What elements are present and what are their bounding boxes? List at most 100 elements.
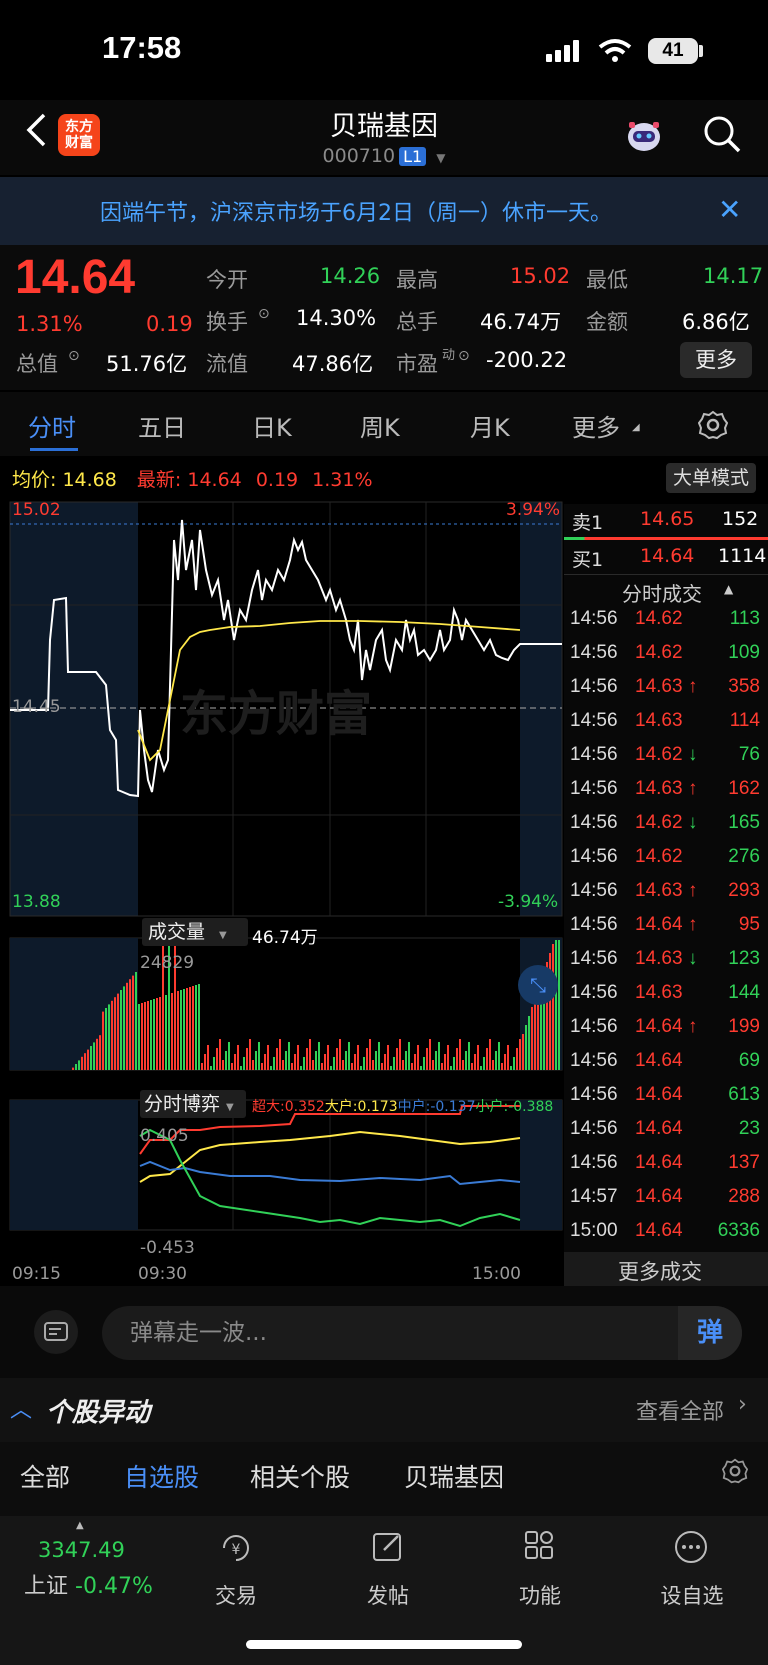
latest-change: 0.19 [255,469,299,491]
trade-row: 14:56 14.63 ↑ 162 [570,774,760,806]
buy1-label: 买1 [572,549,604,571]
danmu-send-button[interactable]: 弹 [678,1306,742,1360]
trade-price: 14.63 [635,676,683,697]
volume-bar [255,1051,257,1070]
more-trades-label: 更多成交 [618,1260,702,1284]
volume-bar [327,1045,329,1070]
trade-time: 14:56 [570,642,618,663]
volume-bar [498,1042,500,1070]
volume-bar [393,1057,395,1070]
tab-monthly-k[interactable]: 月K [470,414,510,442]
tab-daily-k[interactable]: 日K [252,414,292,442]
info-icon[interactable]: ⊙ [68,348,80,364]
info-icon[interactable]: ⊙ [258,306,270,322]
nav-functions[interactable]: 功能 [519,1584,561,1608]
back-icon[interactable] [24,112,48,148]
post-edit-icon[interactable] [370,1528,406,1564]
trade-time: 14:56 [570,1152,618,1173]
tab-weekly-k[interactable]: 周K [360,414,400,442]
nav-post[interactable]: 发帖 [367,1584,409,1608]
x-axis-close: 15:00 [472,1264,521,1284]
filter-related[interactable]: 相关个股 [250,1463,351,1492]
danmu-input[interactable]: 弹幕走一波... [102,1306,742,1360]
game-mid-label: 中户: [397,1099,431,1115]
trade-arrow: ↓ [688,812,698,833]
avg-label: 均价: [12,469,57,491]
index-name: 上证 [24,1574,69,1599]
amount-value: 6.86亿 [682,310,750,334]
tab-five-day[interactable]: 五日 [138,414,186,442]
volume-bar [492,1060,494,1070]
expand-icon[interactable]: ⤡ [518,965,558,1005]
chevron-right-icon[interactable]: › [738,1392,747,1417]
volume-bar [111,1000,113,1070]
volume-bar [345,1051,347,1070]
filter-all[interactable]: 全部 [20,1463,71,1492]
tab-intraday[interactable]: 分时 [28,414,76,442]
volume-indicator-selector[interactable]: 成交量 ▼ [142,918,248,946]
trades-title[interactable]: 分时成交 [622,582,702,606]
volume-bar [360,1066,362,1070]
trade-time: 14:56 [570,982,618,1003]
battery-tip [699,45,703,57]
filter-this-stock[interactable]: 贝瑞基因 [404,1463,505,1492]
game-super-value: 0.352 [284,1099,325,1115]
nav-trade[interactable]: 交易 [215,1584,257,1608]
volume-bar [441,1063,443,1070]
notice-banner[interactable] [0,177,768,245]
danmu-settings-icon[interactable] [34,1310,78,1354]
stock-code: 000710 [322,145,396,167]
filter-settings-gear-icon[interactable] [722,1458,748,1484]
volume-bar [303,1057,305,1070]
info-icon[interactable]: ⊙ [458,348,470,364]
trade-volume: 162 [728,778,760,799]
volume-bar [72,1067,74,1070]
index-row[interactable]: 上证 -0.47% [24,1568,153,1600]
stock-name[interactable]: 贝瑞基因 [330,111,438,142]
stock-code-row[interactable]: 000710 L1 ▼ [0,145,768,167]
nav-add-watchlist[interactable]: 设自选 [660,1584,724,1608]
chevron-down-icon: ▼ [226,1102,234,1113]
settings-gear-icon[interactable] [698,410,728,440]
trade-row: 14:56 14.62 113 [570,604,760,636]
game-axis-bottom: -0.453 [140,1238,195,1258]
volume-bar [270,1066,272,1070]
tab-more[interactable]: 更多 [572,414,620,442]
volume-bar [372,1060,374,1070]
close-icon[interactable]: ✕ [718,193,742,226]
volume-bar [102,1011,104,1070]
volume-bar [105,1008,107,1070]
more-trades-button[interactable] [564,1252,768,1286]
functions-grid-icon[interactable] [522,1528,558,1564]
trade-time: 14:56 [570,1016,618,1037]
y-axis-bottom-pct: -3.94% [498,892,559,912]
more-dots-icon[interactable] [672,1528,710,1566]
trade-yen-icon[interactable]: ¥ [216,1528,256,1568]
movement-filters [0,1442,768,1516]
volume-bar [132,975,134,1070]
big-order-mode-button[interactable]: 大单模式 [666,463,756,493]
view-all-link[interactable]: 查看全部 [636,1400,725,1425]
turnover-label: 换手 [206,310,248,334]
chevron-up-icon[interactable]: ︿ [10,1398,33,1423]
more-button[interactable]: 更多 [680,342,752,378]
volume-bar [183,989,185,1070]
filter-watchlist[interactable]: 自选股 [124,1463,200,1492]
sort-up-icon[interactable]: ▲ [724,582,734,596]
volume-bar [552,944,554,1070]
search-icon[interactable] [702,114,742,154]
volume-bar [309,1039,311,1070]
x-axis-open: 09:30 [138,1264,187,1284]
large-line [139,1130,521,1183]
trade-row: 15:00 14.64 6336 [570,1216,760,1248]
robot-assistant-icon[interactable] [623,114,665,156]
index-value[interactable]: 3347.49 [38,1538,125,1562]
volume-bar [399,1039,401,1070]
trade-row: 14:56 14.63 ↓ 123 [570,944,760,976]
volume-bar [414,1054,416,1070]
volume-bar [348,1042,350,1070]
latest-percent: 1.31% [312,469,373,491]
intraday-chart-svg[interactable]: 东方财富 [0,500,564,1286]
high-label: 最高 [396,268,438,292]
game-indicator-selector[interactable]: 分时博弈 ▼ [140,1090,246,1118]
